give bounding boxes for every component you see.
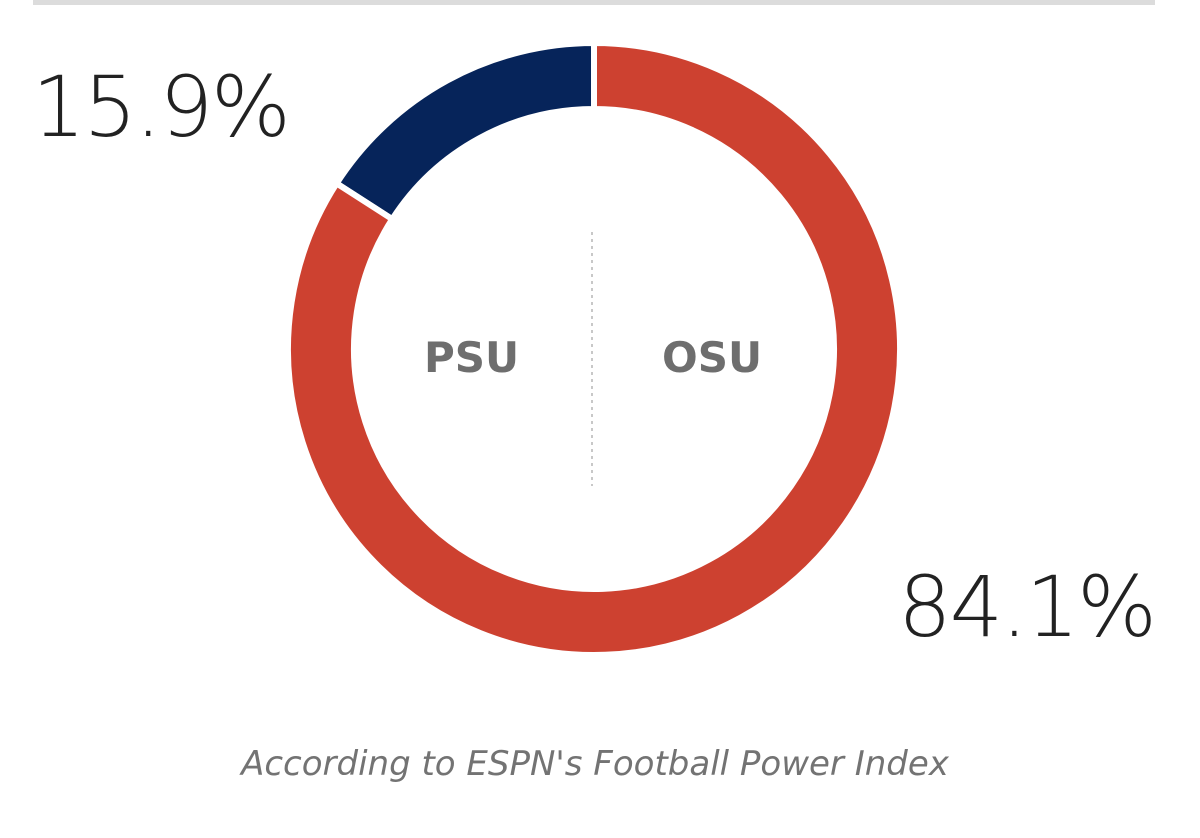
donut-slice-osu (285, 39, 903, 658)
osu-team-label: OSU (662, 333, 763, 382)
psu-team-label: PSU (424, 333, 520, 382)
osu-percentage-label: 84.1% (898, 558, 1157, 656)
donut-slice-psu (332, 39, 597, 224)
psu-percentage-label: 15.9% (32, 58, 291, 156)
source-footnote: According to ESPN's Football Power Index (241, 744, 949, 784)
top-divider (33, 0, 1155, 5)
donut-slices (285, 39, 903, 658)
